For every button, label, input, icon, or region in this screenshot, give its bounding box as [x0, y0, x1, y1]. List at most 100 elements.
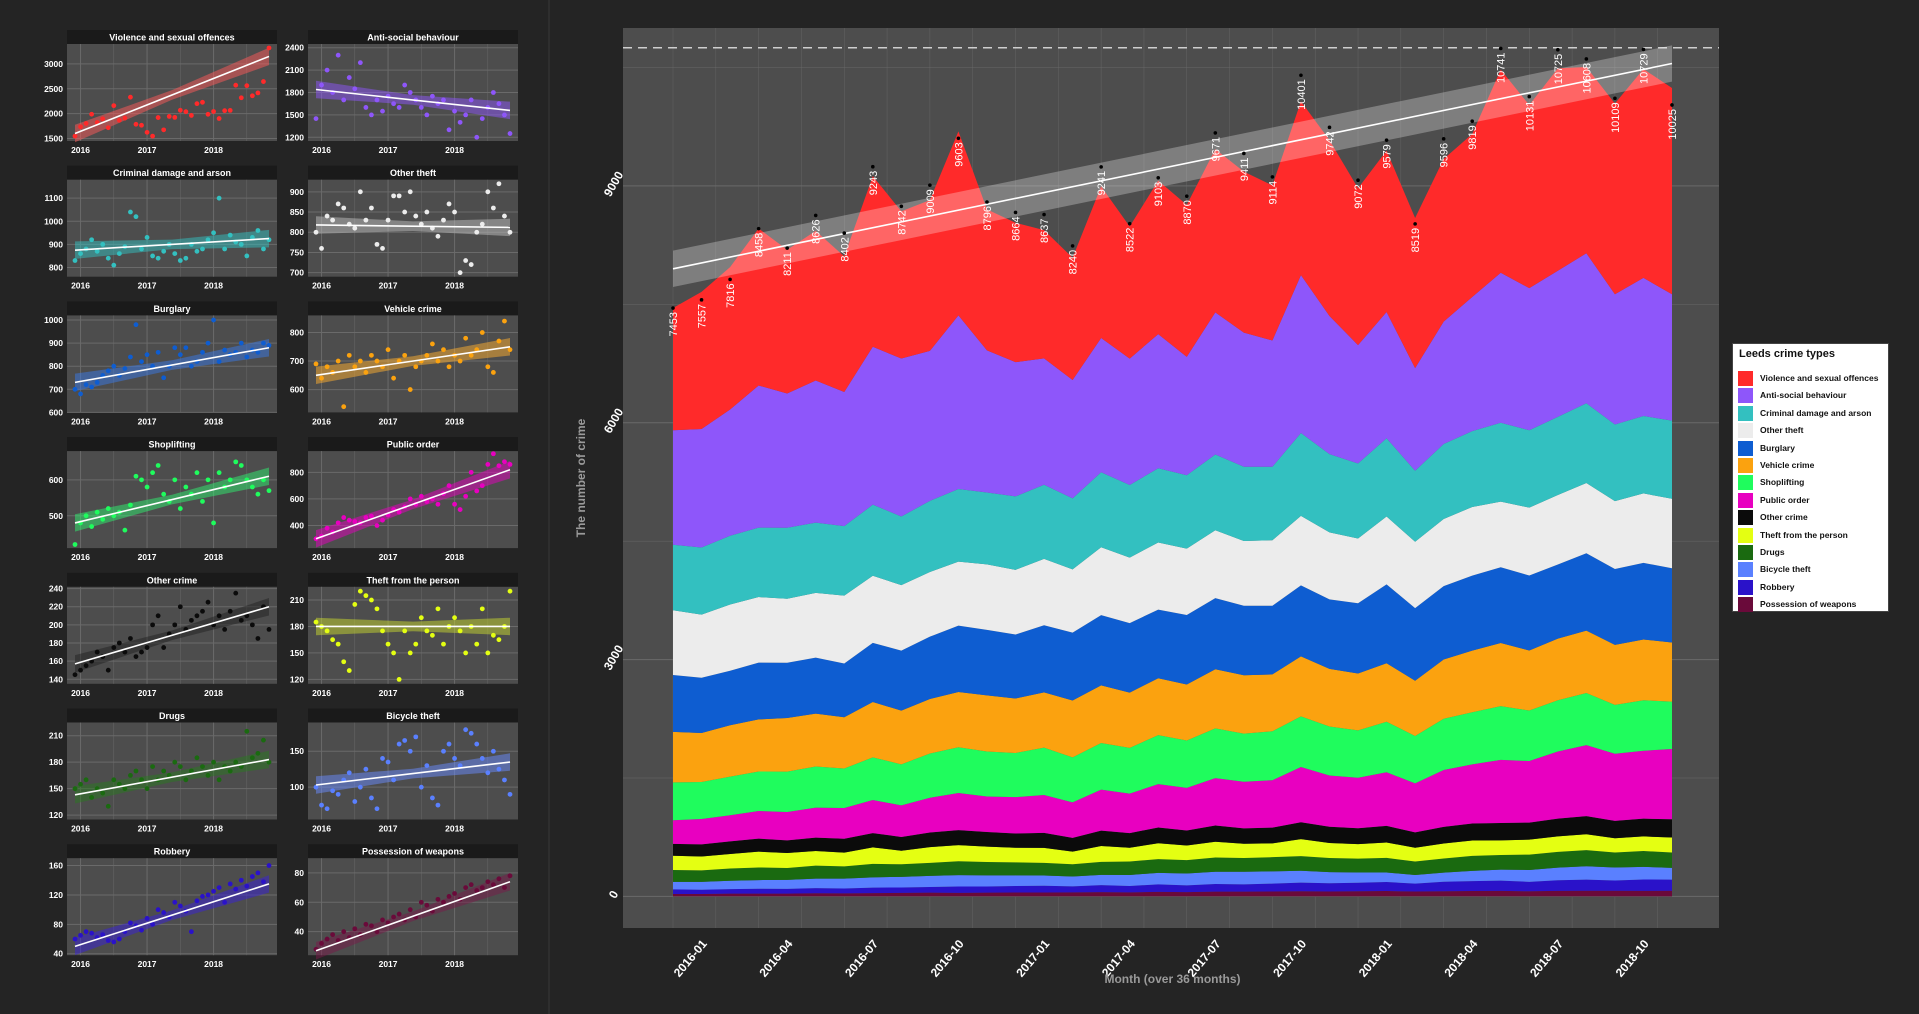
total-label: 8796: [982, 206, 994, 230]
data-point: [413, 641, 419, 647]
data-point: [319, 82, 324, 88]
data-point: [441, 97, 446, 103]
data-point: [490, 370, 496, 375]
data-point: [244, 883, 250, 889]
x-tick-label: 2016: [71, 824, 90, 834]
data-point: [89, 384, 95, 390]
panel-bicycle-theft: Bicycle theft 100 150 2016 2017 2018: [290, 708, 518, 834]
data-point: [172, 251, 178, 257]
data-point: [407, 496, 413, 502]
data-point: [128, 502, 133, 508]
data-point: [249, 755, 255, 761]
data-point: [211, 317, 216, 323]
data-point: [238, 463, 244, 468]
data-point: [357, 60, 363, 66]
data-point: [189, 617, 194, 623]
y-tick-label: 1100: [45, 193, 64, 203]
x-tick-label: 2017: [379, 824, 398, 834]
panel-other-crime: Other crime 140 160 180 200 220 240 2016 2017 201…: [49, 572, 277, 698]
data-point: [89, 795, 95, 800]
total-point: [928, 183, 932, 187]
total-point: [1584, 57, 1589, 61]
data-point: [496, 463, 502, 469]
total-point: [1413, 222, 1417, 226]
x-tick-label: 2016-07: [842, 937, 881, 980]
data-point: [424, 763, 430, 769]
data-point: [200, 349, 205, 355]
x-tick-label: 2017: [379, 552, 398, 562]
data-point: [189, 363, 194, 369]
data-point: [116, 640, 122, 646]
total-point: [1613, 96, 1617, 101]
data-point: [363, 217, 369, 223]
data-point: [133, 214, 139, 220]
data-point: [122, 115, 128, 121]
y-tick-label: 1200: [285, 132, 304, 142]
data-point: [479, 330, 485, 335]
total-point: [1384, 138, 1389, 142]
total-point: [1127, 221, 1132, 226]
data-point: [249, 93, 255, 99]
total-point: [1299, 73, 1303, 78]
data-point: [111, 645, 117, 650]
legend-swatch: [1738, 597, 1753, 613]
data-point: [205, 340, 211, 346]
data-point: [100, 241, 106, 247]
trend-line: [74, 883, 270, 948]
legend-swatch: [1738, 510, 1753, 526]
data-point: [363, 515, 369, 520]
y-tick-label: 1500: [44, 134, 63, 144]
data-point: [100, 116, 106, 122]
data-point: [479, 756, 485, 761]
panel-title: Criminal damage and arson: [113, 168, 231, 178]
data-point: [335, 358, 341, 364]
x-tick-label: 2017: [379, 281, 398, 291]
data-point: [216, 116, 222, 121]
legend-label: Other crime: [1760, 512, 1808, 523]
total-label: 8458: [754, 233, 766, 257]
data-point: [324, 628, 330, 634]
data-point: [139, 927, 144, 933]
total-point: [1641, 47, 1646, 52]
data-point: [352, 364, 358, 370]
data-point: [105, 125, 111, 131]
y-tick-label: 600: [290, 385, 304, 395]
data-point: [335, 641, 341, 647]
y-tick-label: 900: [290, 187, 304, 197]
data-point: [385, 217, 391, 223]
small-multiples-panel: Violence and sexual offences 1500 2000 2500…: [44, 30, 518, 969]
data-point: [346, 770, 352, 776]
area-anti-social-behaviour: [673, 253, 1672, 548]
panel-strip: [67, 708, 277, 723]
data-point: [216, 613, 222, 619]
data-point: [83, 929, 89, 935]
data-point: [105, 506, 111, 511]
panel-title: Other crime: [147, 575, 198, 585]
data-point: [313, 619, 319, 625]
data-point: [402, 628, 408, 634]
data-point: [238, 241, 244, 247]
data-point: [249, 622, 255, 628]
total-point: [1213, 131, 1218, 135]
legend-label: Vehicle crime: [1760, 460, 1815, 470]
data-point: [324, 213, 330, 219]
data-point: [227, 108, 233, 113]
data-point: [418, 493, 424, 499]
y-tick-label: 700: [290, 268, 304, 278]
data-point: [161, 375, 167, 381]
legend-swatch: [1738, 458, 1753, 473]
data-point: [189, 929, 194, 935]
y-tick-label: 2400: [285, 43, 304, 53]
data-point: [424, 112, 430, 118]
data-point: [402, 352, 408, 358]
data-point: [346, 75, 352, 80]
x-tick-label: 2018: [445, 281, 464, 291]
data-point: [144, 916, 150, 921]
data-point: [496, 338, 502, 344]
data-point: [255, 870, 261, 876]
data-point: [205, 237, 211, 243]
y-tick-label: 700: [49, 384, 63, 394]
data-point: [89, 524, 95, 529]
data-point: [144, 645, 150, 650]
data-point: [335, 791, 341, 797]
